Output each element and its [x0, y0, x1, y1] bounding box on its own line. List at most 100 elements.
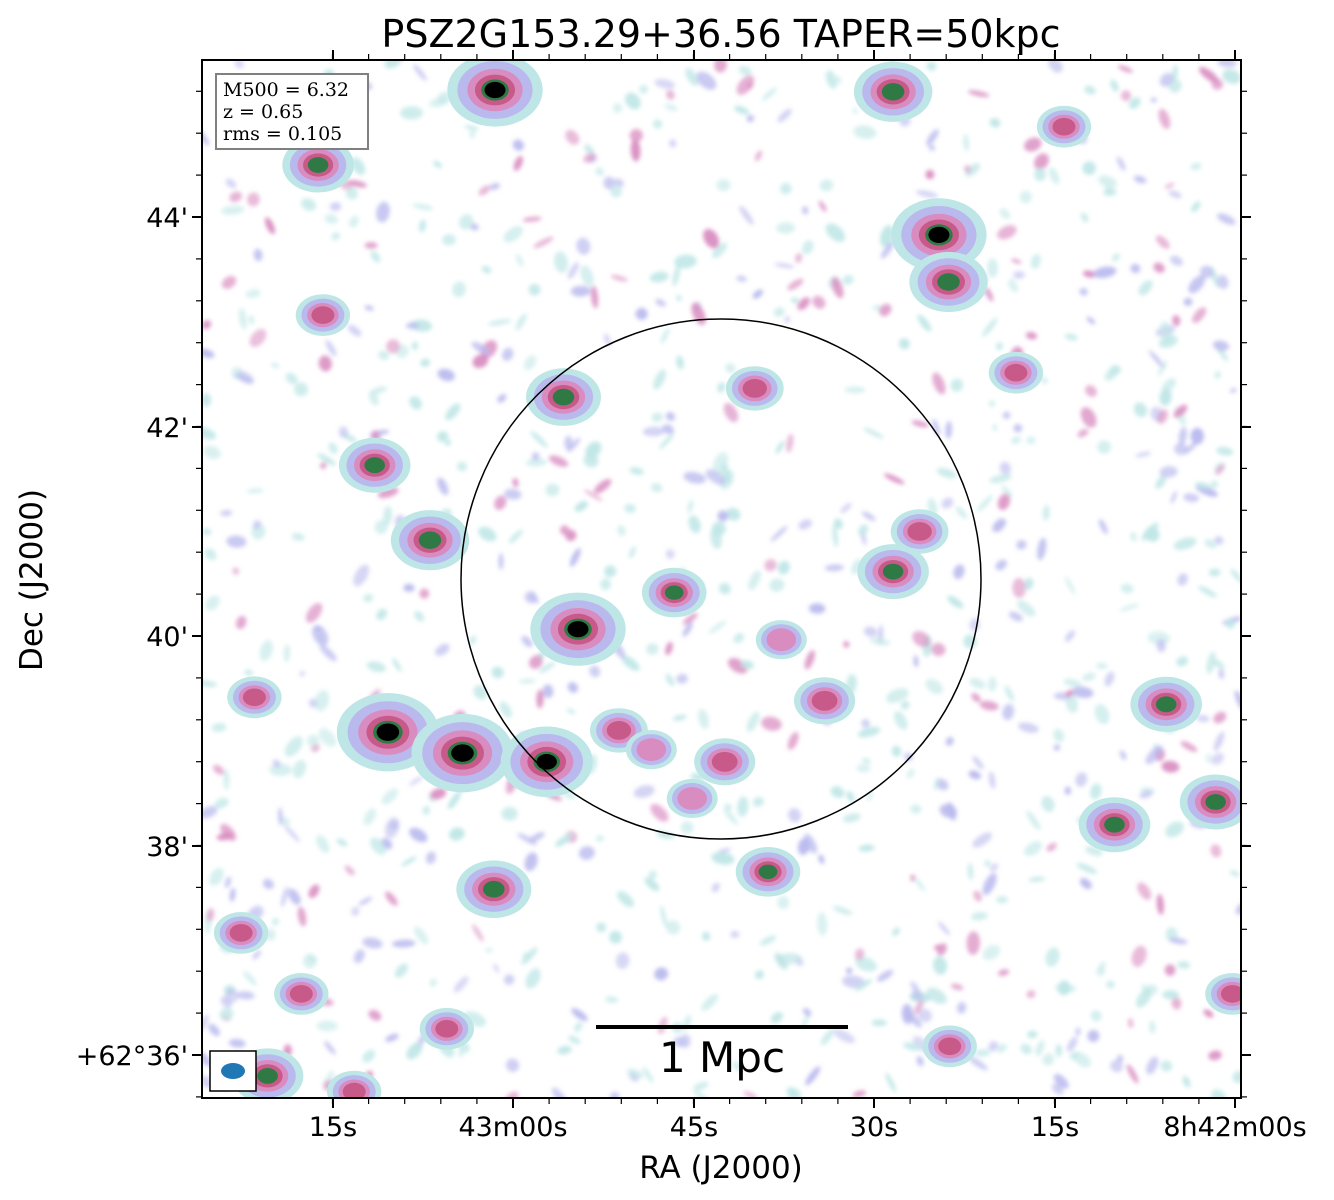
noise-patch — [989, 118, 1001, 128]
noise-patch — [605, 996, 619, 1003]
noise-patch — [219, 1007, 234, 1021]
noise-patch — [655, 298, 666, 307]
noise-patch — [353, 564, 370, 587]
noise-patch — [900, 700, 910, 710]
noise-patch — [912, 631, 931, 648]
noise-patch — [851, 558, 862, 575]
noise-patch — [324, 1040, 336, 1055]
noise-patch — [1013, 271, 1025, 279]
noise-patch — [999, 461, 1011, 475]
noise-patch — [1133, 402, 1148, 418]
noise-patch — [1094, 704, 1110, 725]
noise-patch — [503, 226, 523, 243]
noise-patch — [1065, 689, 1074, 697]
noise-patch — [780, 182, 792, 195]
noise-patch — [997, 225, 1017, 240]
chart-title: PSZ2G153.29+36.56 TAPER=50kpc — [381, 12, 1060, 56]
noise-patch — [1013, 423, 1023, 433]
noise-patch — [447, 791, 462, 810]
noise-patch — [830, 786, 845, 798]
y-tick-label: 42' — [146, 413, 188, 444]
noise-patch — [913, 999, 924, 1015]
noise-patch — [362, 937, 383, 949]
noise-patch — [456, 461, 468, 472]
noise-patch — [489, 182, 501, 191]
noise-patch — [497, 394, 507, 403]
noise-patch — [1206, 651, 1216, 674]
noise-patch — [858, 844, 875, 852]
noise-patch — [1019, 190, 1032, 204]
x-axis-label: RA (J2000) — [639, 1150, 803, 1186]
noise-patch — [755, 970, 764, 980]
noise-patch — [805, 1066, 821, 1086]
noise-patch — [504, 488, 522, 500]
noise-patch — [1096, 967, 1105, 976]
noise-patch — [1149, 1020, 1156, 1034]
noise-patch — [345, 186, 358, 200]
noise-patch — [1159, 321, 1173, 344]
noise-patch — [473, 685, 488, 700]
noise-patch — [824, 564, 844, 572]
noise-patch — [1222, 69, 1241, 84]
noise-patch — [1119, 603, 1139, 612]
info-box: M500 = 6.32 z = 0.65 rms = 0.105 — [215, 73, 369, 150]
noise-patch — [910, 804, 922, 814]
radio-source — [447, 60, 543, 127]
noise-patch — [913, 655, 919, 668]
noise-patch — [1196, 714, 1210, 723]
noise-patch — [531, 452, 540, 461]
noise-patch — [609, 930, 622, 944]
noise-patch — [1055, 1044, 1063, 1057]
info-rms: rms = 0.105 — [223, 123, 342, 145]
noise-patch — [968, 1056, 988, 1071]
source-contour — [242, 688, 266, 707]
noise-patch — [589, 665, 601, 678]
noise-patch — [593, 478, 612, 494]
noise-patch — [965, 163, 981, 177]
noise-patch — [469, 635, 477, 645]
noise-patch — [1182, 1075, 1191, 1088]
noise-patch — [804, 650, 815, 670]
noise-patch — [247, 192, 260, 207]
noise-patch — [992, 424, 998, 431]
source-contour — [711, 751, 738, 772]
noise-patch — [617, 525, 626, 537]
source-contour — [606, 721, 632, 740]
noise-patch — [825, 223, 846, 242]
noise-patch — [982, 873, 997, 896]
noise-patch — [1106, 980, 1115, 989]
radio-source — [1130, 676, 1202, 732]
noise-patch — [614, 178, 625, 187]
noise-patch — [630, 139, 641, 162]
noise-patch — [664, 103, 678, 112]
noise-patch — [818, 854, 825, 865]
noise-patch — [203, 445, 221, 460]
radio-source — [725, 366, 784, 411]
noise-patch — [366, 661, 386, 673]
noise-patch — [898, 338, 910, 350]
noise-patch — [229, 191, 243, 203]
noise-patch — [331, 232, 341, 241]
beam-box — [209, 1050, 257, 1092]
noise-patch — [1116, 1054, 1124, 1063]
noise-patch — [513, 155, 523, 171]
noise-patch — [1180, 741, 1198, 752]
radio-source — [530, 592, 626, 666]
noise-patch — [879, 225, 894, 247]
noise-patch — [1225, 618, 1235, 629]
noise-patch — [564, 435, 573, 450]
noise-patch — [314, 690, 330, 712]
noise-patch — [1170, 490, 1177, 504]
noise-patch — [777, 895, 790, 910]
noise-patch — [976, 495, 993, 512]
noise-patch — [1075, 772, 1088, 787]
noise-patch — [1131, 945, 1147, 967]
info-redshift: z = 0.65 — [223, 101, 303, 123]
noise-patch — [583, 152, 596, 163]
radio-source — [1205, 973, 1241, 1015]
radio-source — [500, 726, 593, 798]
noise-patch — [521, 635, 533, 648]
noise-patch — [403, 583, 415, 592]
noise-patch — [987, 258, 998, 278]
